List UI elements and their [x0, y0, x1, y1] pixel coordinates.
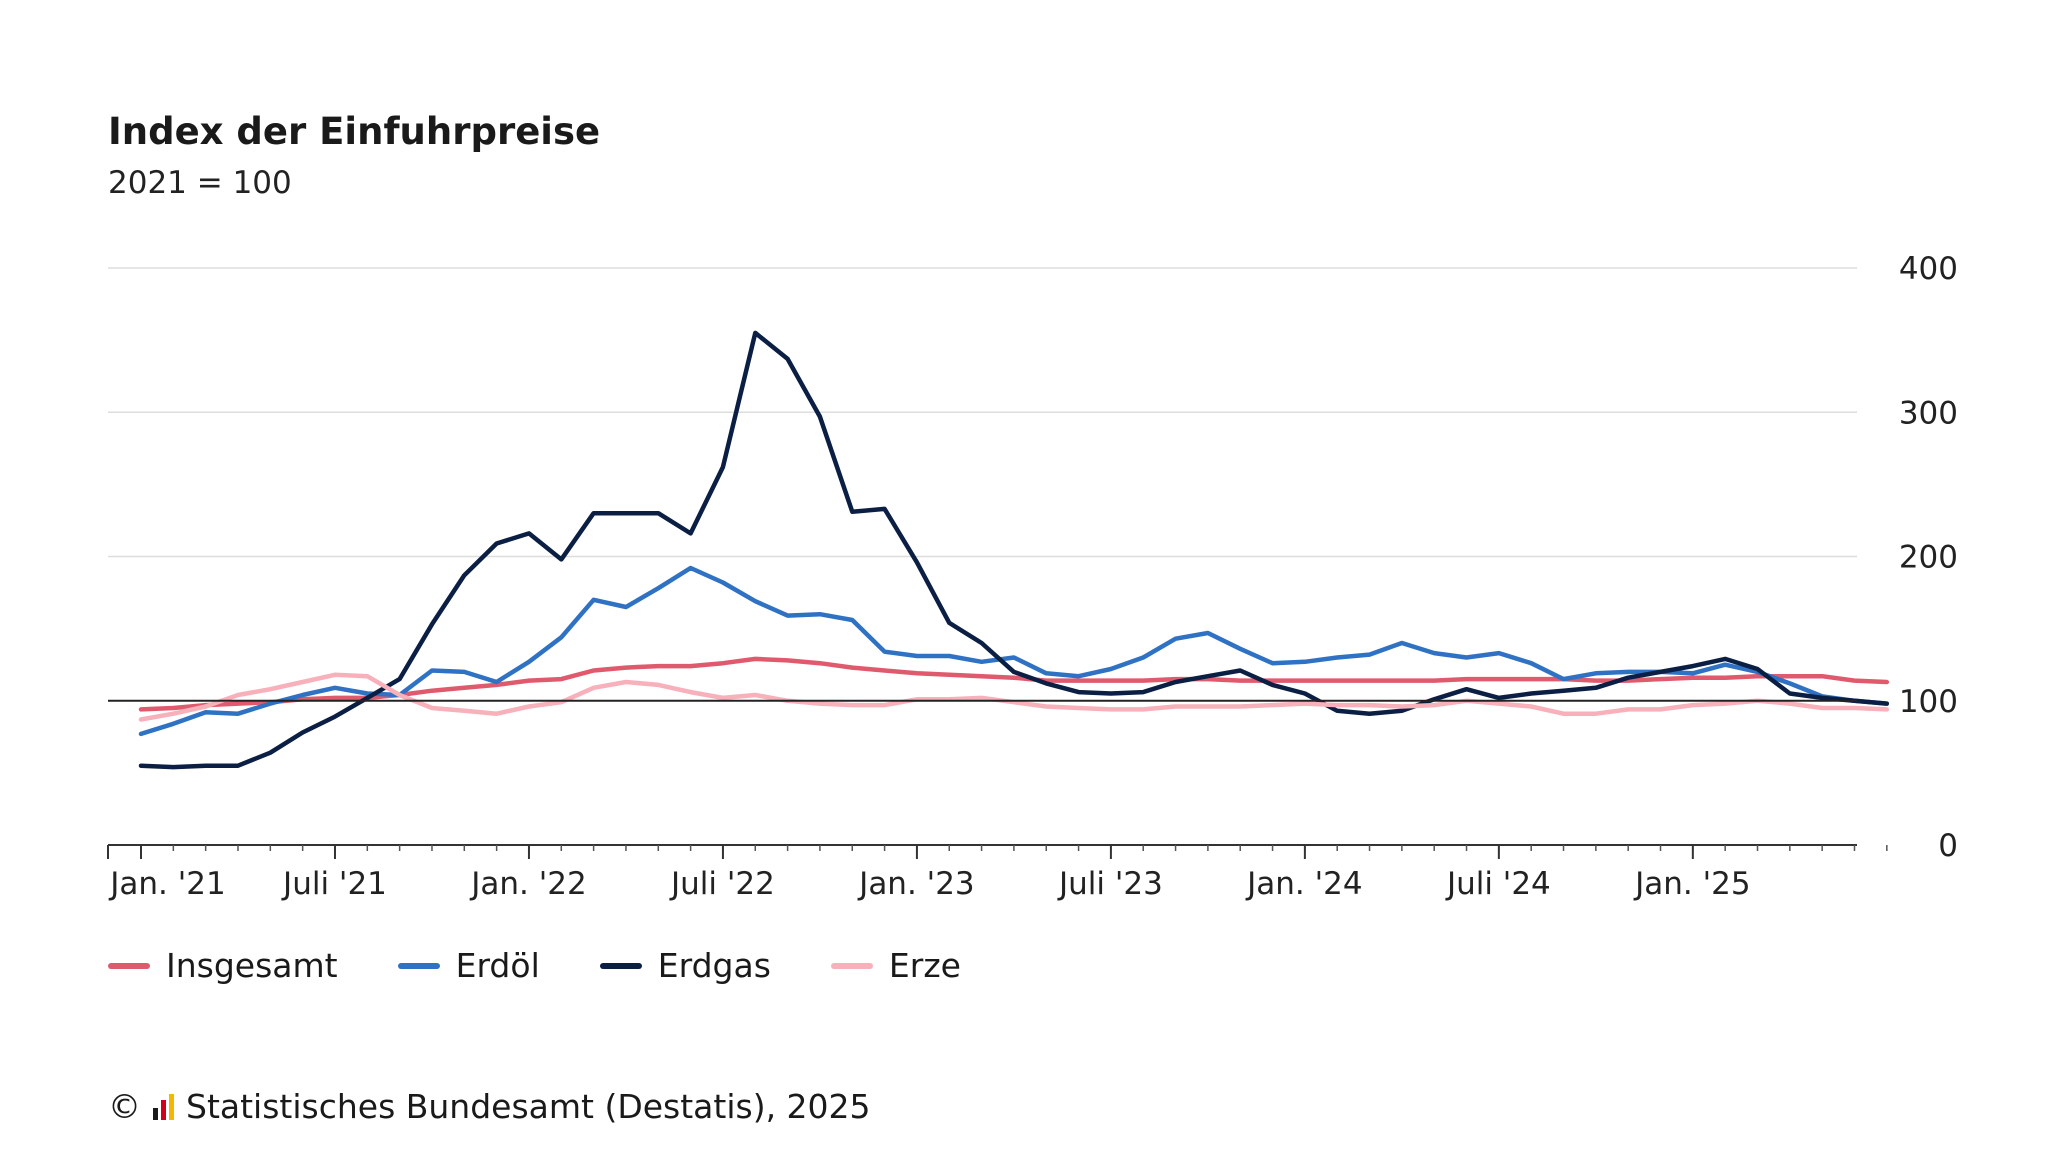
- source-text: Statistisches Bundesamt (Destatis), 2025: [186, 1087, 871, 1126]
- x-tick-label: Jan. '23: [857, 866, 974, 902]
- legend-swatch: [599, 962, 642, 969]
- source-footer: © Statistisches Bundesamt (Destatis), 20…: [108, 1087, 871, 1126]
- legend-label: Erdgas: [657, 946, 771, 985]
- legend-label: Erdöl: [455, 946, 540, 985]
- series-line-insgesamt: [138, 656, 1890, 712]
- legend-swatch: [108, 962, 150, 969]
- x-tick-label: Jan. '22: [469, 866, 586, 902]
- series-line-erdgas: [138, 330, 1890, 770]
- x-tick-label: Juli '23: [1057, 866, 1163, 902]
- legend-item: Erdgas: [599, 946, 771, 985]
- x-tick-label: Juli '24: [1445, 866, 1551, 902]
- x-tick-label: Jan. '25: [1633, 866, 1750, 902]
- legend-item: Erdöl: [397, 946, 540, 985]
- y-tick-label: 400: [1899, 251, 1958, 287]
- legend-label: Insgesamt: [166, 946, 338, 985]
- series-line-erze: [138, 672, 1890, 722]
- chart-subtitle: 2021 = 100: [108, 165, 292, 201]
- legend-item: Erze: [830, 946, 961, 985]
- series-line-erdöl: [138, 565, 1890, 737]
- x-tick-label: Jan. '24: [1245, 866, 1362, 902]
- y-tick-label: 100: [1899, 684, 1958, 720]
- y-tick-label: 0: [1938, 828, 1958, 864]
- copyright-symbol: ©: [108, 1087, 141, 1126]
- y-tick-label: 300: [1899, 395, 1958, 431]
- destatis-logo-icon: [153, 1093, 174, 1120]
- x-tick-label: Juli '22: [669, 866, 775, 902]
- legend: Insgesamt Erdöl Erdgas Erze: [108, 946, 961, 985]
- chart-title: Index der Einfuhrpreise: [108, 110, 601, 153]
- legend-item: Insgesamt: [108, 946, 338, 985]
- legend-label: Erze: [888, 946, 961, 985]
- x-tick-label: Jan. '21: [108, 866, 225, 902]
- x-tick-label: Juli '21: [281, 866, 387, 902]
- y-tick-label: 200: [1899, 540, 1958, 576]
- legend-swatch: [397, 962, 440, 969]
- legend-swatch: [830, 962, 873, 969]
